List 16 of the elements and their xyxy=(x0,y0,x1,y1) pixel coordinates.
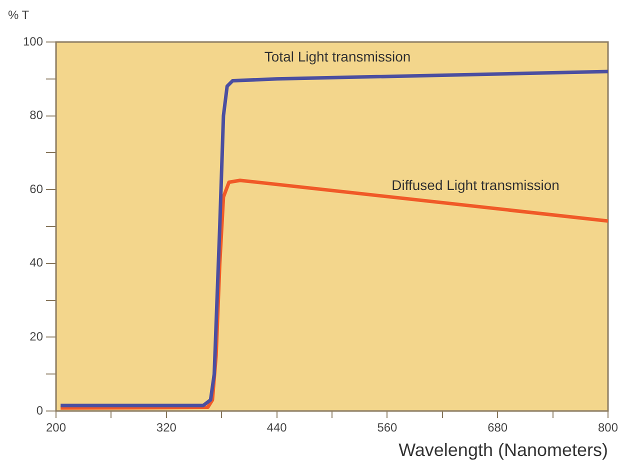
y-tick-label: 100 xyxy=(22,34,44,48)
y-tick-label: 80 xyxy=(30,108,44,122)
y-axis-title: % T xyxy=(8,8,30,22)
y-tick-label: 0 xyxy=(36,403,44,418)
y-tick-label: 20 xyxy=(30,330,44,344)
x-tick-label: 560 xyxy=(377,420,398,435)
x-tick-label: 320 xyxy=(156,420,177,435)
x-tick-label: 800 xyxy=(598,420,618,435)
series-label: Total Light transmission xyxy=(264,48,411,64)
x-axis-title: Wavelength (Nanometers) xyxy=(398,440,608,460)
y-tick-label: 40 xyxy=(30,256,44,270)
series-label: Diffused Light transmission xyxy=(392,177,560,194)
x-tick-label: 440 xyxy=(266,420,288,435)
y-tick-label: 60 xyxy=(30,182,44,196)
x-tick-label: 680 xyxy=(488,420,508,435)
x-tick-label: 200 xyxy=(46,420,66,435)
